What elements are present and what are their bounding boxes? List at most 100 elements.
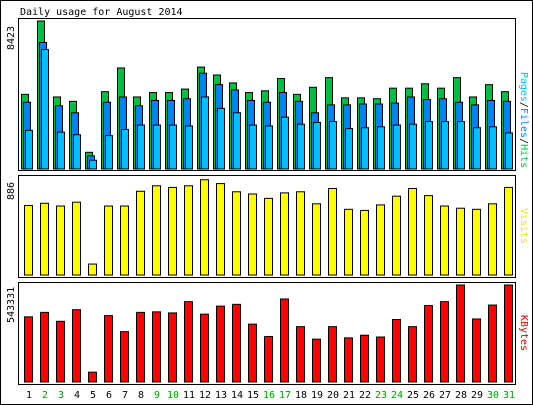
visits-bar <box>40 202 49 276</box>
kbytes-bar <box>248 323 257 383</box>
axis-label-slash-2: / <box>518 138 529 144</box>
kbytes-bar <box>392 319 401 383</box>
day-label: 21 <box>343 390 355 401</box>
pages-bar <box>233 112 241 170</box>
visits-bar <box>104 205 113 276</box>
kbytes-bar <box>104 315 113 383</box>
visits-bar <box>440 205 449 276</box>
day-label: 25 <box>407 390 419 401</box>
day-label: 28 <box>455 390 467 401</box>
visits-bar <box>376 204 385 276</box>
visits-bar <box>216 183 225 276</box>
day-label: 7 <box>122 390 128 401</box>
day-label: 20 <box>327 390 339 401</box>
kbytes-bar <box>296 326 305 383</box>
axis-label-pages: Pages <box>518 72 529 102</box>
day-label: 15 <box>247 390 259 401</box>
day-label: 18 <box>295 390 307 401</box>
kbytes-bar <box>280 298 289 383</box>
pages-bar <box>313 121 321 170</box>
pages-bar <box>393 124 401 170</box>
day-label: 5 <box>90 390 96 401</box>
kbytes-bar <box>200 313 209 383</box>
pages-bar <box>185 125 193 170</box>
pages-bar <box>345 128 353 170</box>
visits-bar <box>408 188 417 276</box>
kbytes-bar <box>456 284 465 383</box>
pages-bar <box>377 126 385 170</box>
pages-bar <box>57 131 65 170</box>
visits-bar <box>424 195 433 276</box>
visits-bar <box>56 205 65 276</box>
pages-bar <box>297 123 305 170</box>
axis-label-slash-1: / <box>518 102 529 108</box>
visits-bar <box>472 208 481 276</box>
kbytes-bar <box>40 311 49 383</box>
kbytes-bar <box>424 305 433 383</box>
pages-bar <box>105 135 113 170</box>
visits-bar <box>200 179 209 276</box>
visits-bar <box>344 208 353 276</box>
day-label: 13 <box>215 390 227 401</box>
kbytes-bar <box>472 318 481 383</box>
pages-bar <box>153 124 161 170</box>
visits-bar <box>184 185 193 276</box>
day-label: 22 <box>359 390 371 401</box>
kbytes-ymax-label: 543331 <box>6 287 17 323</box>
visits-bars <box>24 179 513 276</box>
visits-bar <box>312 203 321 276</box>
visits-bar <box>488 203 497 276</box>
pages-bar <box>121 128 129 170</box>
hits-axis-label: Pages/Files/Hits <box>518 72 529 168</box>
visits-bar <box>264 197 273 276</box>
hits-ymax-label: 8423 <box>6 26 17 50</box>
pages-bar <box>489 126 497 170</box>
visits-bar <box>392 195 401 276</box>
hits-files-pages-bars <box>21 20 513 170</box>
kbytes-bar <box>344 337 353 383</box>
pages-bar <box>505 132 513 170</box>
day-label: 24 <box>391 390 403 401</box>
day-label: 17 <box>279 390 291 401</box>
visits-bar <box>248 193 257 276</box>
day-label: 11 <box>183 390 195 401</box>
kbytes-bar <box>440 301 449 383</box>
visits-bar <box>152 185 161 276</box>
kbytes-bar <box>168 312 177 383</box>
kbytes-bar <box>360 334 369 383</box>
day-label: 2 <box>42 390 48 401</box>
day-label: 29 <box>471 390 483 401</box>
day-labels: 1 2 3 4 5 6 7 8 9 10 11 12 13 14 15 16 17 18 19 20 21 22 23 24 2… <box>26 390 515 401</box>
day-label: 26 <box>423 390 435 401</box>
pages-bar <box>265 125 273 170</box>
pages-bar <box>137 124 145 170</box>
pages-bar <box>329 121 337 170</box>
day-label: 6 <box>106 390 112 401</box>
day-label: 30 <box>487 390 499 401</box>
axis-label-hits: Hits <box>518 144 529 168</box>
day-label: 27 <box>439 390 451 401</box>
visits-bar <box>360 209 369 276</box>
pages-bar <box>25 129 33 170</box>
day-label: 10 <box>167 390 179 401</box>
kbytes-bar <box>136 311 145 383</box>
visits-bar <box>88 263 97 276</box>
pages-bar <box>201 96 209 170</box>
kbytes-bar <box>408 326 417 383</box>
pages-bar <box>361 127 369 170</box>
kbytes-bar <box>488 304 497 383</box>
visits-bar <box>72 201 81 276</box>
kbytes-axis-label: KBytes <box>518 315 529 351</box>
kbytes-bar <box>216 305 225 383</box>
kbytes-bar <box>88 371 97 383</box>
kbytes-bar <box>184 301 193 383</box>
visits-bar <box>136 190 145 276</box>
axis-label-files: Files <box>518 108 529 138</box>
kbytes-bar <box>72 309 81 383</box>
kbytes-bar <box>120 331 129 383</box>
visits-bar <box>296 191 305 276</box>
pages-bar <box>281 116 289 170</box>
visits-bar <box>504 186 513 276</box>
visits-bar <box>24 204 33 276</box>
day-label: 3 <box>58 390 64 401</box>
